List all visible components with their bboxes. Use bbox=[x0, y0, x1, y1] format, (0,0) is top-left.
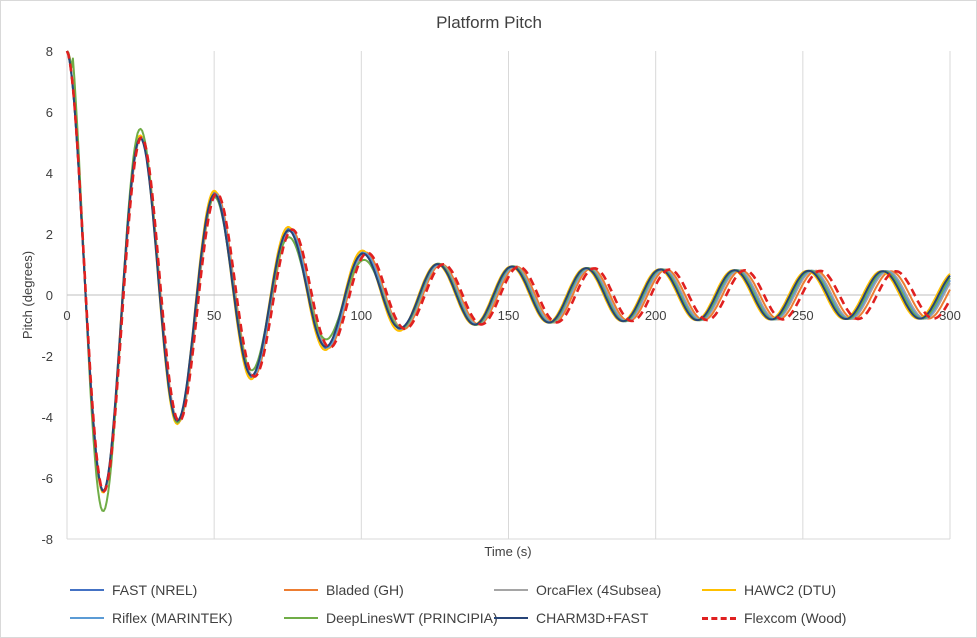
legend-swatch bbox=[702, 616, 736, 620]
legend-swatch bbox=[284, 617, 318, 619]
legend-item: Bladed (GH) bbox=[284, 579, 404, 601]
legend-item: OrcaFlex (4Subsea) bbox=[494, 579, 661, 601]
legend-label: HAWC2 (DTU) bbox=[744, 582, 837, 598]
y-tick-label: 8 bbox=[46, 44, 53, 59]
x-tick-label: 250 bbox=[792, 308, 814, 323]
legend-label: OrcaFlex (4Subsea) bbox=[536, 582, 662, 598]
legend-label: Flexcom (Wood) bbox=[744, 610, 847, 626]
legend-item: FAST (NREL) bbox=[70, 579, 197, 601]
legend-swatch bbox=[494, 589, 528, 591]
legend-swatch bbox=[284, 589, 318, 591]
legend-swatch bbox=[702, 589, 736, 591]
legend-label: FAST (NREL) bbox=[112, 582, 198, 598]
x-tick-label: 150 bbox=[498, 308, 520, 323]
chart-title: Platform Pitch bbox=[436, 13, 542, 32]
legend-swatch bbox=[494, 617, 528, 619]
legend: FAST (NREL) Bladed (GH) OrcaFlex (4Subsea)… bbox=[0, 576, 977, 636]
axis-layer bbox=[67, 294, 950, 540]
series-layer bbox=[65, 50, 952, 512]
legend-label: Bladed (GH) bbox=[326, 582, 404, 598]
legend-label: DeepLinesWT (PRINCIPIA) bbox=[326, 610, 498, 626]
legend-swatch bbox=[70, 589, 104, 591]
chart-svg: Platform Pitch 8 6 4 2 0 -2 -4 -6 -8 0 50 100 150 200… bbox=[20, 13, 961, 559]
legend-item: DeepLinesWT (PRINCIPIA) bbox=[284, 607, 498, 629]
y-tick-label: 0 bbox=[46, 288, 53, 303]
y-tick-label: -6 bbox=[41, 471, 53, 486]
tick-layer: 8 6 4 2 0 -2 -4 -6 -8 0 50 100 150 200 250 300 bbox=[41, 44, 960, 547]
legend-label: Riflex (MARINTEK) bbox=[112, 610, 233, 626]
legend-item: Riflex (MARINTEK) bbox=[70, 607, 233, 629]
y-tick-label: -2 bbox=[41, 349, 53, 364]
legend-item: Flexcom (Wood) bbox=[702, 607, 846, 629]
legend-swatch bbox=[70, 617, 104, 619]
y-tick-label: 2 bbox=[46, 227, 53, 242]
y-tick-label: -8 bbox=[41, 532, 53, 547]
y-axis-label: Pitch (degrees) bbox=[20, 251, 35, 339]
x-axis-label: Time (s) bbox=[484, 544, 531, 559]
x-tick-label: 50 bbox=[207, 308, 221, 323]
legend-item: CHARM3D+FAST bbox=[494, 607, 648, 629]
series-line-flexcom-wood bbox=[65, 50, 952, 493]
y-tick-label: 6 bbox=[46, 105, 53, 120]
x-tick-label: 200 bbox=[645, 308, 667, 323]
legend-item: HAWC2 (DTU) bbox=[702, 579, 836, 601]
x-tick-label: 100 bbox=[350, 308, 372, 323]
y-tick-label: -4 bbox=[41, 410, 53, 425]
x-tick-label: 300 bbox=[939, 308, 961, 323]
legend-label: CHARM3D+FAST bbox=[536, 610, 649, 626]
x-tick-label: 0 bbox=[63, 308, 70, 323]
y-tick-label: 4 bbox=[46, 166, 53, 181]
